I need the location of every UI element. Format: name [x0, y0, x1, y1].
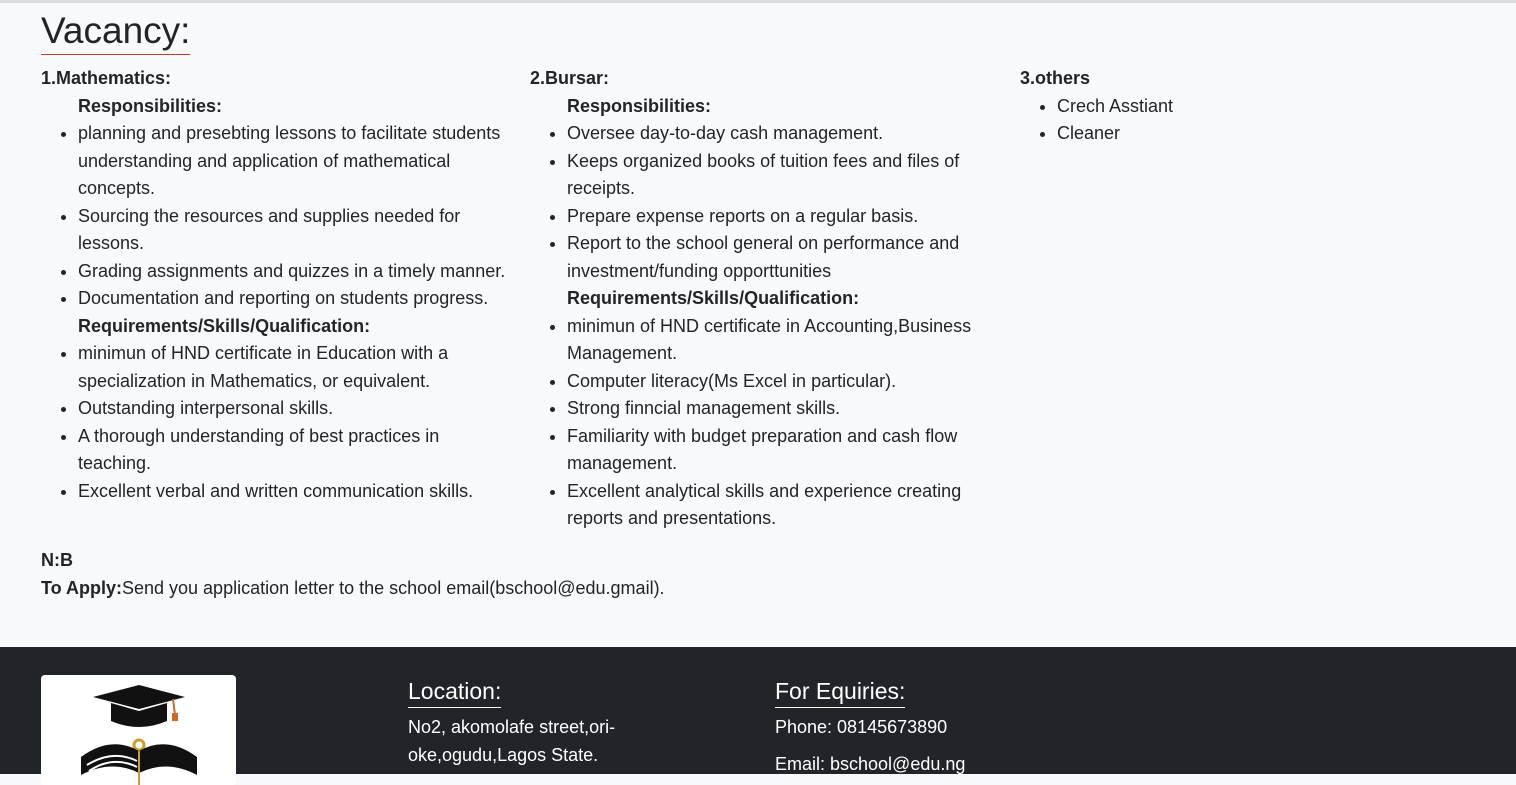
email-text: Email: bschool@edu.ng: [775, 753, 966, 774]
list-item: Familiarity with budget preparation and …: [567, 423, 980, 478]
list-item: Strong finncial management skills.: [567, 395, 980, 423]
requirements-list: minimun of HND certificate in Education …: [41, 340, 511, 505]
apply-label: To Apply:: [41, 577, 122, 598]
apply-text: Send you application letter to the schoo…: [121, 577, 665, 598]
footer-location: Location: No2, akomolafe street,ori-oke,…: [408, 675, 648, 769]
page-title: Vacancy:: [41, 8, 191, 55]
list-item: minimun of HND certificate in Accounting…: [567, 313, 980, 368]
phone-text: Phone: 08145673890: [775, 717, 948, 737]
vacancy-columns: 1.Mathematics: Responsibilities: plannin…: [41, 65, 1481, 545]
responsibilities-list: planning and presebting lessons to facil…: [41, 120, 511, 313]
list-item: Documentation and reporting on students …: [78, 285, 511, 313]
list-item: Grading assignments and quizzes in a tim…: [78, 258, 511, 286]
vacancy-mathematics: 1.Mathematics: Responsibilities: plannin…: [41, 65, 511, 505]
top-divider: [0, 0, 1516, 3]
list-item: planning and presebting lessons to facil…: [78, 120, 511, 203]
vacancy-section: Vacancy: 1.Mathematics: Responsibilities…: [41, 8, 1481, 545]
requirements-label: Requirements/Skills/Qualification:: [78, 315, 371, 336]
list-item: Crech Asstiant: [1057, 93, 1320, 121]
list-item: Sourcing the resources and supplies need…: [78, 203, 511, 258]
vacancy-bursar: 2.Bursar: Responsibilities: Oversee day-…: [530, 65, 980, 533]
responsibilities-label: Responsibilities:: [78, 95, 223, 116]
list-item: Excellent verbal and written communicati…: [78, 478, 511, 506]
list-item: Prepare expense reports on a regular bas…: [567, 203, 980, 231]
others-list: Crech Asstiant Cleaner: [1020, 93, 1320, 148]
requirements-label: Requirements/Skills/Qualification:: [567, 288, 860, 308]
vacancy-title: 1.Mathematics:: [41, 68, 172, 88]
requirements-list: minimun of HND certificate in Accounting…: [530, 313, 980, 533]
vacancy-others: 3.others Crech Asstiant Cleaner: [1020, 65, 1320, 148]
graduation-cap-logo-icon: [81, 685, 197, 785]
list-item: Report to the school general on performa…: [567, 230, 980, 285]
list-item: Cleaner: [1057, 120, 1320, 148]
footer-enquiries: For Equiries: Phone: 08145673890 Email: …: [775, 675, 1075, 778]
nb-label: N:B: [41, 550, 73, 570]
list-item: A thorough understanding of best practic…: [78, 423, 511, 478]
vacancy-title: 3.others: [1020, 68, 1091, 88]
footer: Location: No2, akomolafe street,ori-oke,…: [0, 647, 1516, 785]
responsibilities-list: Oversee day-to-day cash management. Keep…: [530, 120, 980, 285]
list-item: Excellent analytical skills and experien…: [567, 478, 980, 533]
school-logo: [41, 675, 236, 785]
location-title: Location:: [408, 675, 502, 708]
apply-note: N:B To Apply:Send you application letter…: [41, 547, 665, 602]
location-address: No2, akomolafe street,ori-oke,ogudu,Lago…: [408, 717, 616, 765]
list-item: Oversee day-to-day cash management.: [567, 120, 980, 148]
list-item: Outstanding interpersonal skills.: [78, 395, 511, 423]
list-item: Keeps organized books of tuition fees an…: [567, 148, 980, 203]
list-item: Computer literacy(Ms Excel in particular…: [567, 368, 980, 396]
responsibilities-label: Responsibilities:: [567, 95, 712, 116]
list-item: minimun of HND certificate in Education …: [78, 340, 511, 395]
vacancy-title: 2.Bursar:: [530, 68, 610, 88]
enquiries-title: For Equiries:: [775, 675, 906, 708]
